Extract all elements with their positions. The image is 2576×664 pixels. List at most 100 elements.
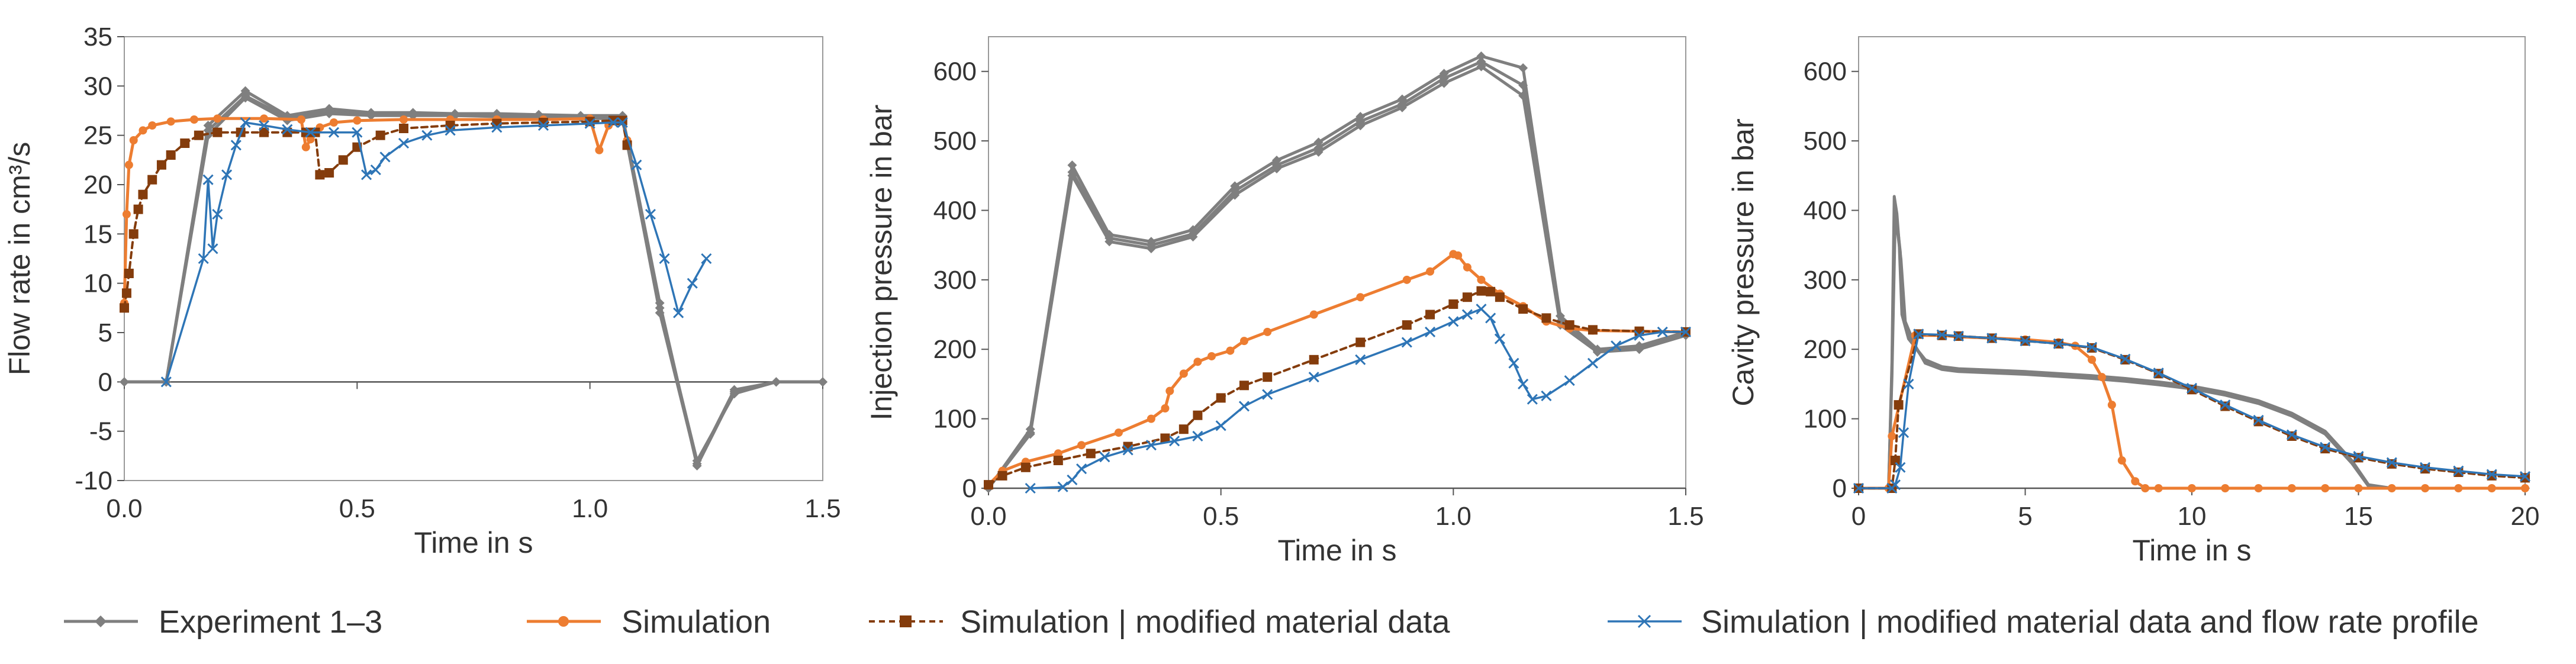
series-line [1029, 308, 1687, 489]
data-point [400, 115, 408, 124]
cavity-pressure-chart: 0 100 200 300 400 500 600 0 5 10 15 20 Time in s Cavi… [1727, 36, 2539, 567]
data-point [1508, 357, 1519, 369]
x-tick-label: 0 [1852, 502, 1866, 531]
data-point [1439, 78, 1449, 88]
data-point [1634, 330, 1645, 341]
data-point [631, 159, 642, 170]
series-experiment-2 [120, 91, 827, 466]
data-point [1485, 312, 1496, 324]
series-simulation-modified-material-data-and-flow-rate-profile [1853, 328, 2531, 494]
plot-area [988, 36, 1686, 489]
data-point [2253, 414, 2264, 426]
data-point [1518, 91, 1528, 101]
series-line [123, 96, 825, 466]
y-tick-label: 5 [98, 318, 112, 347]
data-point [1193, 357, 1202, 366]
data-point [1461, 309, 1473, 320]
data-point [1067, 160, 1077, 170]
data-point [315, 170, 325, 180]
data-point [1262, 389, 1273, 400]
data-point [2287, 484, 2296, 492]
data-point [2188, 484, 2196, 492]
data-point [203, 130, 213, 140]
data-point [608, 115, 618, 125]
legend-item-simulation: Simulation [527, 604, 771, 640]
data-point [1309, 310, 1318, 319]
series-simulation-modified-material-data [984, 286, 1690, 490]
x-tick-label: 0.0 [106, 494, 142, 523]
data-point [1448, 299, 1458, 309]
data-point [259, 127, 269, 137]
data-point [240, 117, 251, 128]
data-point [1179, 369, 1188, 378]
data-point [398, 137, 410, 149]
data-point [2353, 450, 2364, 462]
data-point [537, 120, 549, 131]
data-point [297, 115, 305, 124]
data-point [1454, 251, 1463, 260]
data-point [1099, 452, 1110, 463]
data-point [2354, 484, 2363, 492]
data-point [120, 377, 129, 387]
data-point [353, 116, 362, 125]
series-line [123, 94, 825, 463]
data-point [997, 470, 1007, 481]
y-tick-label: 35 [83, 22, 112, 51]
data-point [370, 164, 381, 176]
data-point [2487, 484, 2496, 492]
x-tick-label: 1.5 [804, 494, 841, 523]
data-point [1077, 441, 1086, 450]
data-point [2154, 484, 2163, 492]
data-point [1169, 436, 1180, 447]
data-point [1402, 320, 1412, 330]
data-point [1564, 375, 1575, 386]
x-tick-label: 0.5 [1203, 502, 1239, 531]
y-tick-label: 400 [1804, 196, 1847, 225]
data-point [1425, 326, 1436, 337]
data-point [1105, 237, 1115, 247]
data-point [1057, 481, 1068, 492]
y-tick-label: 300 [933, 266, 977, 295]
data-point [1067, 474, 1078, 485]
data-point [2020, 336, 2031, 347]
data-point [2107, 401, 2116, 410]
data-point [1114, 428, 1123, 437]
data-point [399, 124, 408, 133]
data-point [2454, 484, 2463, 492]
data-point [338, 155, 348, 165]
data-point [1215, 420, 1226, 431]
data-point [445, 125, 456, 136]
data-point [1054, 449, 1062, 458]
series-line [987, 60, 1688, 490]
data-point [1518, 304, 1528, 314]
data-point [138, 189, 148, 199]
data-point [673, 307, 684, 318]
y-tick-label: 600 [1804, 57, 1847, 86]
y-tick-label: 400 [933, 196, 977, 225]
data-point [328, 127, 340, 138]
data-point [1903, 378, 1914, 389]
data-point [701, 253, 712, 265]
data-point [1889, 479, 1901, 491]
data-point [818, 377, 827, 387]
y-tick-label: 600 [933, 57, 977, 86]
data-point [2088, 355, 2097, 364]
data-point [1541, 390, 1552, 401]
legend-marker [900, 615, 912, 627]
y-axis-title: Injection pressure in bar [865, 105, 898, 421]
data-point [1147, 414, 1155, 423]
legend-label: Simulation [622, 604, 771, 640]
data-point [2420, 462, 2431, 473]
legend-label: Simulation | modified material data and … [1701, 604, 2479, 640]
data-point [2120, 353, 2131, 365]
x-tick-label: 1.5 [1667, 502, 1704, 531]
series-experiment-2 [984, 57, 1690, 493]
data-point [1587, 357, 1598, 369]
data-point [282, 124, 293, 135]
data-point [2153, 368, 2164, 379]
data-point [1397, 102, 1407, 112]
y-tick-label: 15 [83, 220, 112, 249]
data-point [180, 138, 190, 148]
data-point [324, 168, 334, 178]
data-point [258, 120, 270, 131]
